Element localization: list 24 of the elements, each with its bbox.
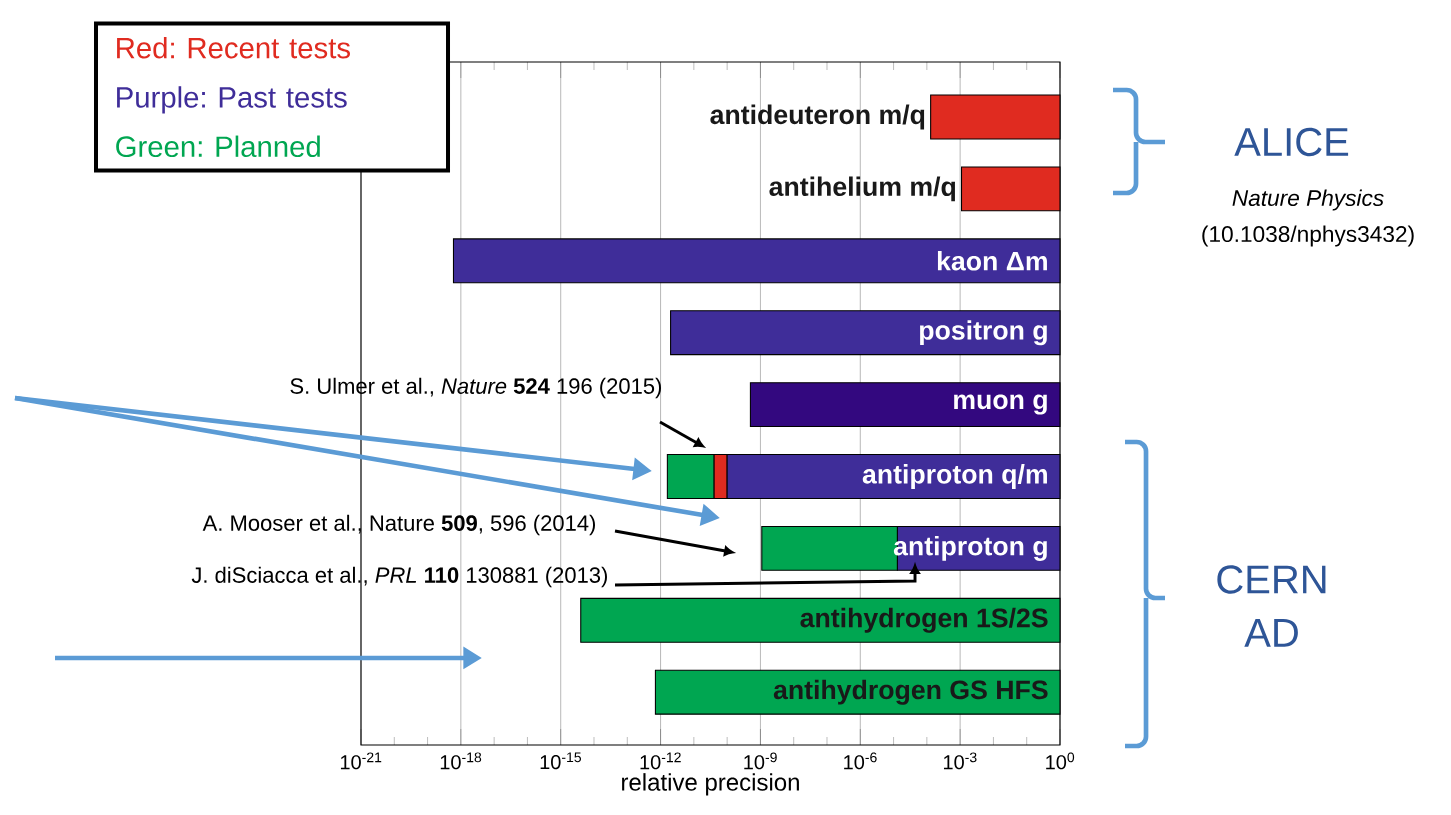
x-tick-label: 10$^{-3}$	[943, 752, 977, 770]
x-tick-label: 10$^{-18}$	[440, 752, 482, 770]
y-tick-label: positron g	[920, 320, 1047, 346]
x-tick-label: 10$^{-12}$	[640, 752, 681, 770]
y-tick-label: antiproton q/m	[862, 464, 1047, 489]
text: Nature Physics	[1232, 189, 1384, 211]
x-tick-label: 10$^{-9}$	[744, 752, 777, 770]
text: Purple: Past tests	[117, 86, 347, 114]
y-tick-label: antihydrogen 1S/2S	[800, 607, 1048, 633]
text: CERN AD	[1217, 565, 1326, 647]
y-tick-label: antideuteron m/q	[710, 104, 925, 130]
x-tick-label: 10$^{-15}$	[540, 752, 582, 770]
legend-label: Red: Recent tests	[117, 36, 350, 59]
text: ALICE	[1234, 127, 1349, 157]
x-tick-label: 10$^{0}$	[1046, 752, 1075, 770]
x-axis-title: relative precision	[622, 773, 799, 796]
x-tick-label: 10$^{-6}$	[844, 752, 877, 770]
y-tick-label: muon g	[954, 394, 1047, 415]
y-tick-label: kaon Δm	[937, 251, 1047, 271]
text: (10.1038/nphys3432)	[1202, 225, 1414, 247]
x-tick-label: 10$^{-21}$	[340, 752, 382, 770]
y-tick-label: antihydrogen GS HFS	[773, 679, 1048, 705]
text: Green: Planned	[116, 135, 320, 158]
y-tick-label: antihelium m/q	[769, 176, 956, 202]
